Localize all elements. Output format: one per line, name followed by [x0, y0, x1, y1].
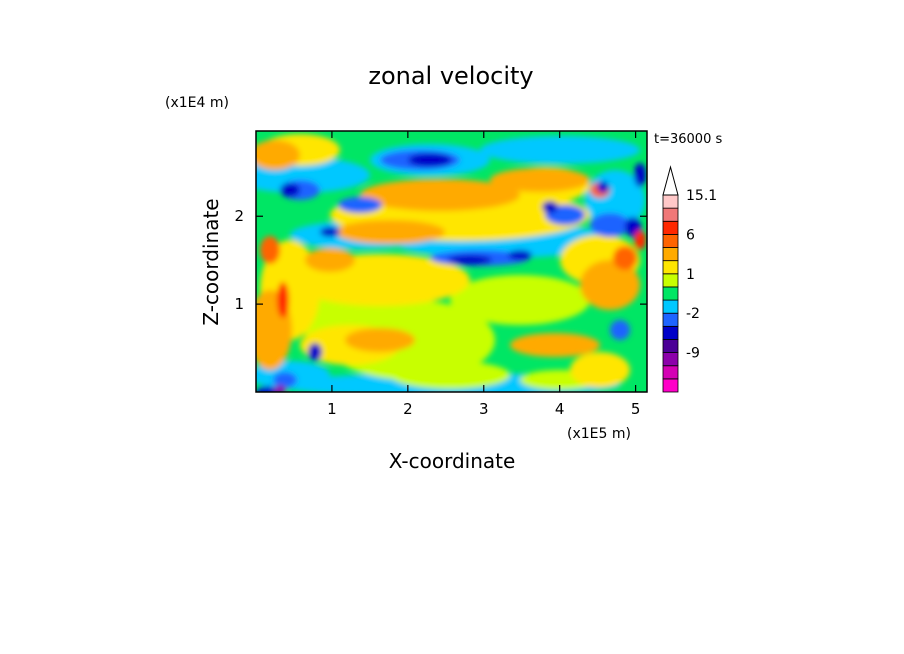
contour-region — [408, 153, 452, 167]
colorbar-swatch — [662, 312, 679, 327]
x-tick-label: 2 — [403, 400, 413, 418]
colorbar-swatch — [662, 286, 679, 301]
contour-region — [542, 201, 558, 213]
plot-frame — [255, 130, 648, 393]
y-tick-label: 2 — [234, 207, 244, 225]
colorbar-extend-arrow — [662, 165, 679, 196]
contour-region — [274, 385, 286, 392]
contour-region — [634, 230, 646, 250]
colorbar-swatch — [662, 233, 679, 248]
colorbar-swatch — [662, 194, 679, 209]
contour-region — [360, 179, 520, 211]
colorbar-swatch — [662, 352, 679, 367]
contour-region — [590, 213, 630, 237]
x-tick-label: 4 — [555, 400, 565, 418]
time-label: t=36000 s — [654, 132, 722, 147]
contour-region — [256, 140, 300, 170]
contour-region — [610, 320, 630, 340]
x-tick-label: 3 — [479, 400, 489, 418]
contour-region — [613, 246, 637, 270]
x-tick-label: 5 — [631, 400, 641, 418]
colorbar-label: 1 — [686, 267, 695, 283]
colorbar-swatch — [662, 365, 679, 380]
colorbar-label: 15.1 — [686, 188, 717, 204]
heatmap-field — [256, 131, 647, 392]
colorbar-swatch — [662, 220, 679, 235]
contour-region — [508, 250, 532, 260]
heatmap-contours — [256, 134, 646, 392]
colorbar-swatch — [662, 247, 679, 262]
colorbar-swatch — [662, 299, 679, 314]
contour-region — [256, 386, 280, 392]
y-axis-label: Z-coordinate — [199, 198, 223, 325]
contour-region — [490, 168, 590, 192]
colorbar-swatch — [662, 273, 679, 288]
y-scale-label: (x1E4 m) — [165, 95, 229, 111]
x-axis-label: X-coordinate — [389, 449, 516, 473]
y-axis: 12 — [234, 207, 647, 313]
contour-region — [305, 248, 355, 272]
contour-region — [480, 136, 640, 164]
x-tick-label: 1 — [327, 400, 337, 418]
contour-region — [308, 343, 322, 361]
contour-region — [634, 163, 646, 187]
contour-region — [570, 352, 630, 388]
contour-region — [280, 183, 300, 197]
x-scale-label: (x1E5 m) — [567, 426, 631, 442]
contour-region — [390, 361, 510, 389]
contour-region — [450, 275, 590, 325]
x-axis: 1 2 3 4 5 — [327, 131, 640, 418]
contour-region — [345, 328, 415, 352]
y-tick-label: 1 — [234, 295, 244, 313]
contour-region — [273, 372, 297, 388]
contour-region — [320, 227, 340, 237]
colorbar: 15.1 6 1 -2 -9 — [662, 165, 717, 393]
contour-region — [580, 260, 640, 310]
colorbar-swatch — [662, 207, 679, 222]
colorbar-swatch — [662, 378, 679, 393]
colorbar-label: -9 — [686, 346, 700, 362]
colorbar-label: 6 — [686, 227, 695, 243]
contour-region — [260, 236, 280, 264]
colorbar-swatch — [662, 339, 679, 354]
contour-region — [338, 197, 382, 213]
contour-region — [277, 282, 289, 318]
chart-title: zonal velocity — [368, 62, 533, 90]
contour-region — [448, 255, 492, 265]
contour-region — [510, 333, 600, 357]
colorbar-label: -2 — [686, 306, 700, 322]
contour-region — [597, 181, 609, 193]
colorbar-swatch — [662, 325, 679, 340]
colorbar-swatch — [662, 260, 679, 275]
contour-region — [335, 220, 445, 244]
